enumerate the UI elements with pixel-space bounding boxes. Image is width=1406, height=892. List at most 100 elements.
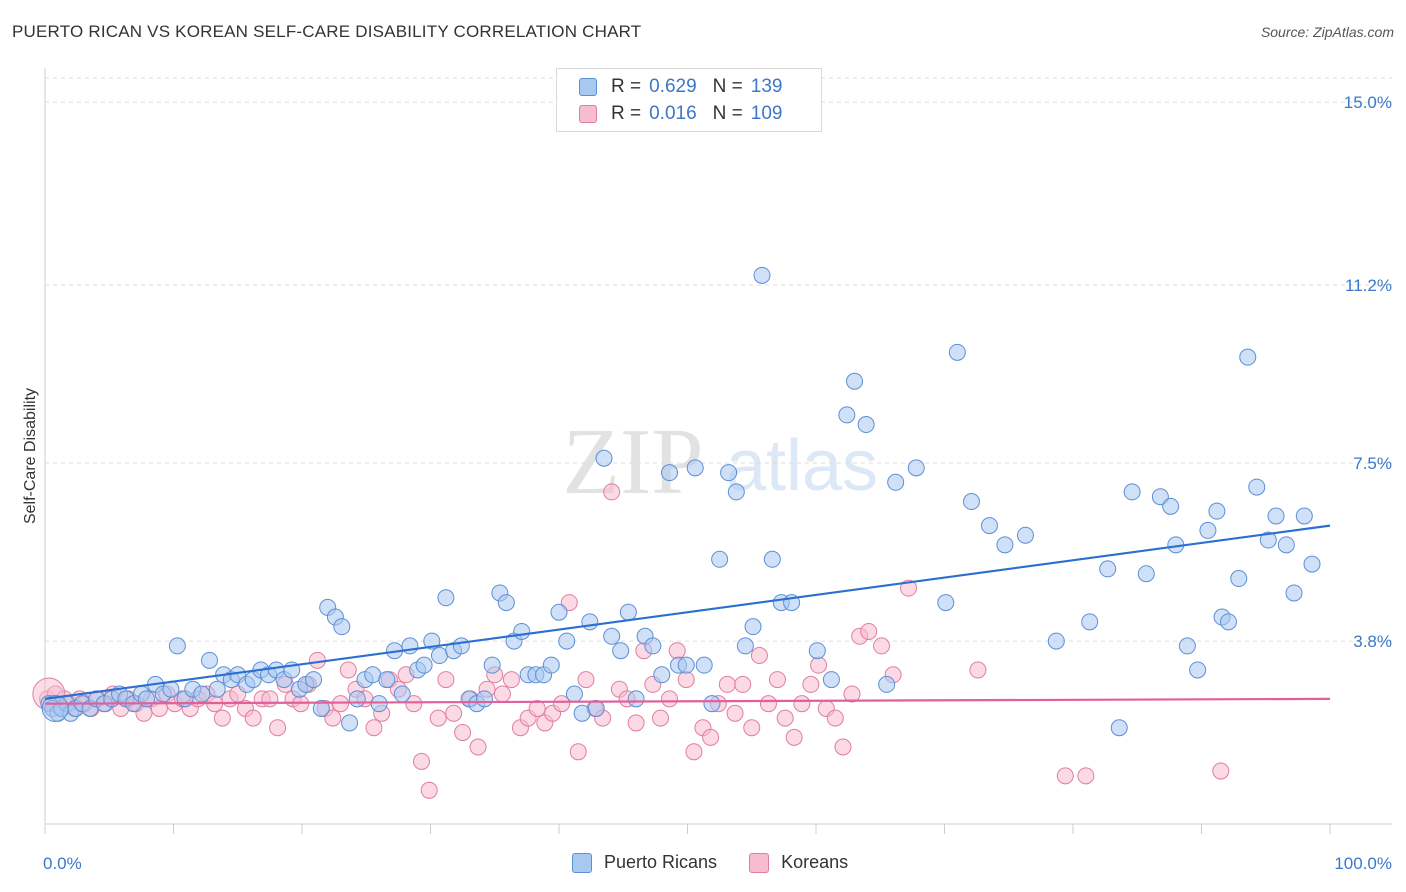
korean-point: [843, 685, 861, 703]
puerto-rican-point: [1248, 478, 1266, 496]
puerto-rican-point: [996, 536, 1014, 554]
korean-point: [445, 704, 463, 722]
korean-point: [1056, 767, 1074, 785]
korean-trend-line: [44, 697, 1331, 705]
puerto-rican-point: [736, 637, 754, 655]
legend-row-puerto-ricans: R = 0.629 N = 139: [579, 75, 782, 99]
korean-point: [502, 671, 520, 689]
puerto-rican-point: [550, 603, 568, 621]
legend: R = 0.629 N = 139 R = 0.016 N = 109: [556, 68, 822, 132]
puerto-rican-point: [619, 603, 637, 621]
legend-label: Puerto Ricans: [604, 852, 718, 872]
bottom-legend: Puerto Ricans Koreans: [572, 852, 880, 873]
puerto-rican-point: [603, 627, 621, 645]
puerto-rican-point: [1239, 348, 1257, 366]
puerto-rican-point: [838, 406, 856, 424]
korean-point: [668, 642, 686, 660]
legend-n-value: 139: [750, 76, 783, 97]
puerto-rican-point: [1047, 632, 1065, 650]
korean-point: [213, 709, 231, 727]
y-tick-label: 3.8%: [1353, 632, 1392, 651]
puerto-rican-point: [370, 695, 388, 713]
puerto-rican-point: [565, 685, 583, 703]
legend-n-label: N =: [712, 103, 743, 124]
puerto-rican-point: [1137, 565, 1155, 583]
puerto-rican-point: [475, 690, 493, 708]
legend-n-value: 109: [750, 103, 783, 124]
puerto-rican-point: [587, 699, 605, 717]
puerto-rican-point: [595, 449, 613, 467]
korean-point: [873, 637, 891, 655]
korean-point: [726, 704, 744, 722]
puerto-rican-point: [1189, 661, 1207, 679]
korean-point: [677, 671, 695, 689]
puerto-rican-point: [857, 416, 875, 434]
watermark-atlas: atlas: [726, 426, 878, 506]
puerto-rican-point: [208, 680, 226, 698]
puerto-rican-point: [612, 642, 630, 660]
puerto-rican-point: [393, 685, 411, 703]
puerto-rican-point: [1208, 502, 1226, 520]
puerto-rican-point: [907, 459, 925, 477]
korean-point: [785, 728, 803, 746]
puerto-rican-point: [437, 589, 455, 607]
puerto-rican-point: [312, 699, 330, 717]
korean-point: [718, 675, 736, 693]
y-tick-label: 11.2%: [1345, 276, 1392, 295]
korean-point: [365, 719, 383, 737]
tick-labels: 3.8% 7.5% 11.2% 15.0% 0.0% 100.0%: [43, 93, 1392, 873]
puerto-rican-point: [558, 632, 576, 650]
korean-point: [1212, 762, 1230, 780]
legend-item-puerto-ricans: Puerto Ricans: [572, 852, 717, 873]
puerto-rican-point: [513, 622, 531, 640]
puerto-rican-point: [581, 613, 599, 631]
puerto-rican-point: [348, 690, 366, 708]
korean-point: [743, 719, 761, 737]
korean-point: [750, 647, 768, 665]
puerto-rican-point: [686, 459, 704, 477]
puerto-rican-point: [887, 473, 905, 491]
korean-point: [339, 661, 357, 679]
korean-point: [437, 671, 455, 689]
puerto-rican-point: [1081, 613, 1099, 631]
korean-point: [493, 685, 511, 703]
puerto-rican-point: [452, 637, 470, 655]
chart-title: PUERTO RICAN VS KOREAN SELF-CARE DISABIL…: [12, 22, 642, 41]
korean-point: [776, 709, 794, 727]
legend-r-value: 0.629: [649, 76, 697, 97]
legend-r-value: 0.016: [649, 103, 697, 124]
puerto-rican-point: [1303, 555, 1321, 573]
puerto-rican-point: [1178, 637, 1196, 655]
korean-point: [1077, 767, 1095, 785]
puerto-rican-point: [1285, 584, 1303, 602]
y-tick-label: 15.0%: [1344, 93, 1392, 112]
y-tick-label: 7.5%: [1353, 454, 1392, 473]
trend-lines: [44, 524, 1331, 705]
blue-swatch: [579, 78, 597, 96]
korean-point: [685, 743, 703, 761]
pink-swatch: [579, 105, 597, 123]
puerto-rican-point: [1016, 526, 1034, 544]
puerto-rican-point: [1230, 570, 1248, 588]
korean-point: [900, 579, 918, 597]
korean-point: [324, 709, 342, 727]
puerto-rican-point: [822, 671, 840, 689]
puerto-rican-point: [1219, 613, 1237, 631]
korean-point: [768, 671, 786, 689]
korean-point: [810, 656, 828, 674]
puerto-rican-point: [41, 694, 69, 722]
puerto-rican-point: [1259, 531, 1277, 549]
puerto-rican-point: [653, 666, 671, 684]
puerto-rican-point: [627, 690, 645, 708]
puerto-rican-point: [483, 656, 501, 674]
korean-point: [826, 709, 844, 727]
puerto-rican-point: [168, 637, 186, 655]
puerto-rican-point: [937, 594, 955, 612]
puerto-rican-point: [808, 642, 826, 660]
legend-label: Koreans: [781, 852, 849, 872]
puerto-rican-point: [695, 656, 713, 674]
korean-point: [834, 738, 852, 756]
puerto-rican-point: [193, 685, 211, 703]
korean-point: [702, 728, 720, 746]
